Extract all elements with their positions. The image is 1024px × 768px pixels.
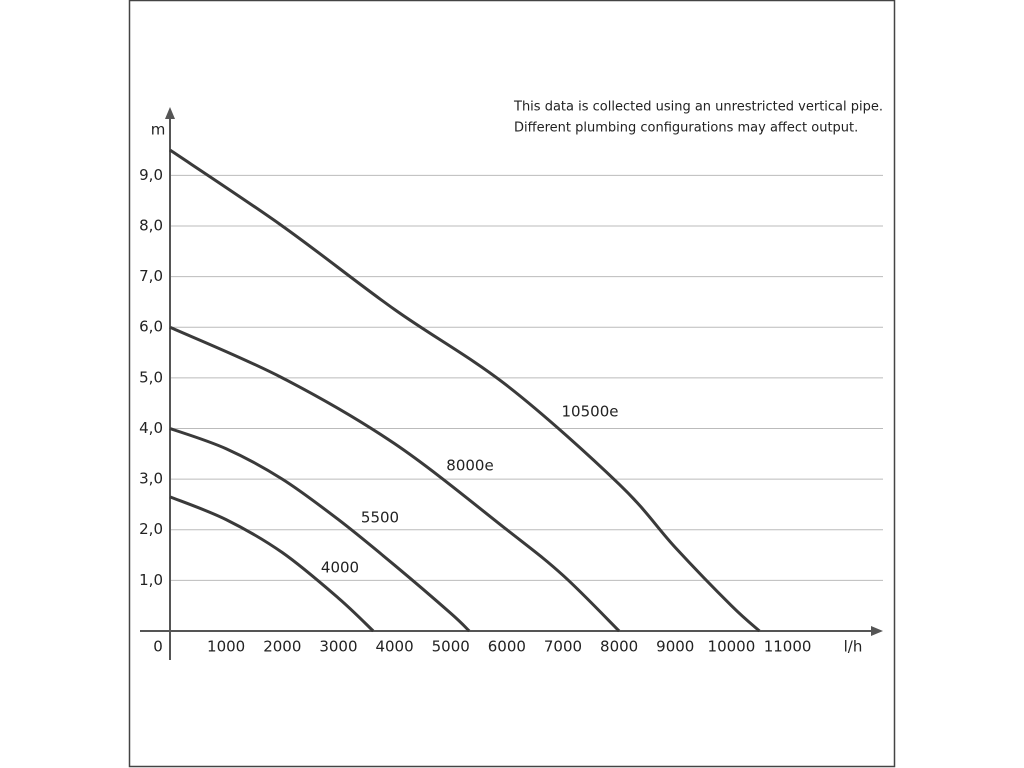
curve-label: 8000e — [446, 457, 493, 475]
y-tick-label: 9,0 — [139, 166, 163, 184]
y-tick-label: 4,0 — [139, 419, 163, 437]
x-tick-label: 9000 — [656, 638, 694, 656]
y-tick-label: 8,0 — [139, 216, 163, 234]
y-tick-label: 2,0 — [139, 520, 163, 538]
note-line: This data is collected using an unrestri… — [513, 100, 883, 115]
y-tick-label: 1,0 — [139, 571, 163, 589]
x-tick-label: 4000 — [375, 638, 413, 656]
y-tick-label: 5,0 — [139, 368, 163, 386]
curve — [169, 148, 761, 633]
y-tick-label: 3,0 — [139, 470, 163, 488]
y-axis-arrow — [165, 107, 175, 119]
x-tick-label: 0 — [153, 638, 163, 656]
y-tick-label: 6,0 — [139, 318, 163, 336]
curve-label: 4000 — [321, 559, 359, 577]
x-tick-label: 6000 — [488, 638, 526, 656]
x-tick-label: 11000 — [764, 638, 812, 656]
x-tick-label: 1000 — [207, 638, 245, 656]
x-tick-label: 8000 — [600, 638, 638, 656]
x-tick-label: 2000 — [263, 638, 301, 656]
x-tick-label: 5000 — [432, 638, 470, 656]
curve — [169, 427, 471, 633]
frame — [128, 0, 896, 768]
x-tick-label: 10000 — [708, 638, 756, 656]
x-axis-arrow — [871, 626, 883, 636]
note-line: Different plumbing configurations may af… — [514, 121, 858, 136]
curve-label: 10500e — [562, 403, 619, 421]
x-tick-label: 7000 — [544, 638, 582, 656]
curve-label: 5500 — [361, 509, 399, 527]
x-tick-label: 3000 — [319, 638, 357, 656]
y-tick-label: 7,0 — [139, 267, 163, 285]
y-axis-label: m — [151, 121, 166, 139]
x-axis-label: l/h — [844, 638, 863, 656]
curve — [169, 325, 621, 633]
curve — [169, 495, 375, 633]
